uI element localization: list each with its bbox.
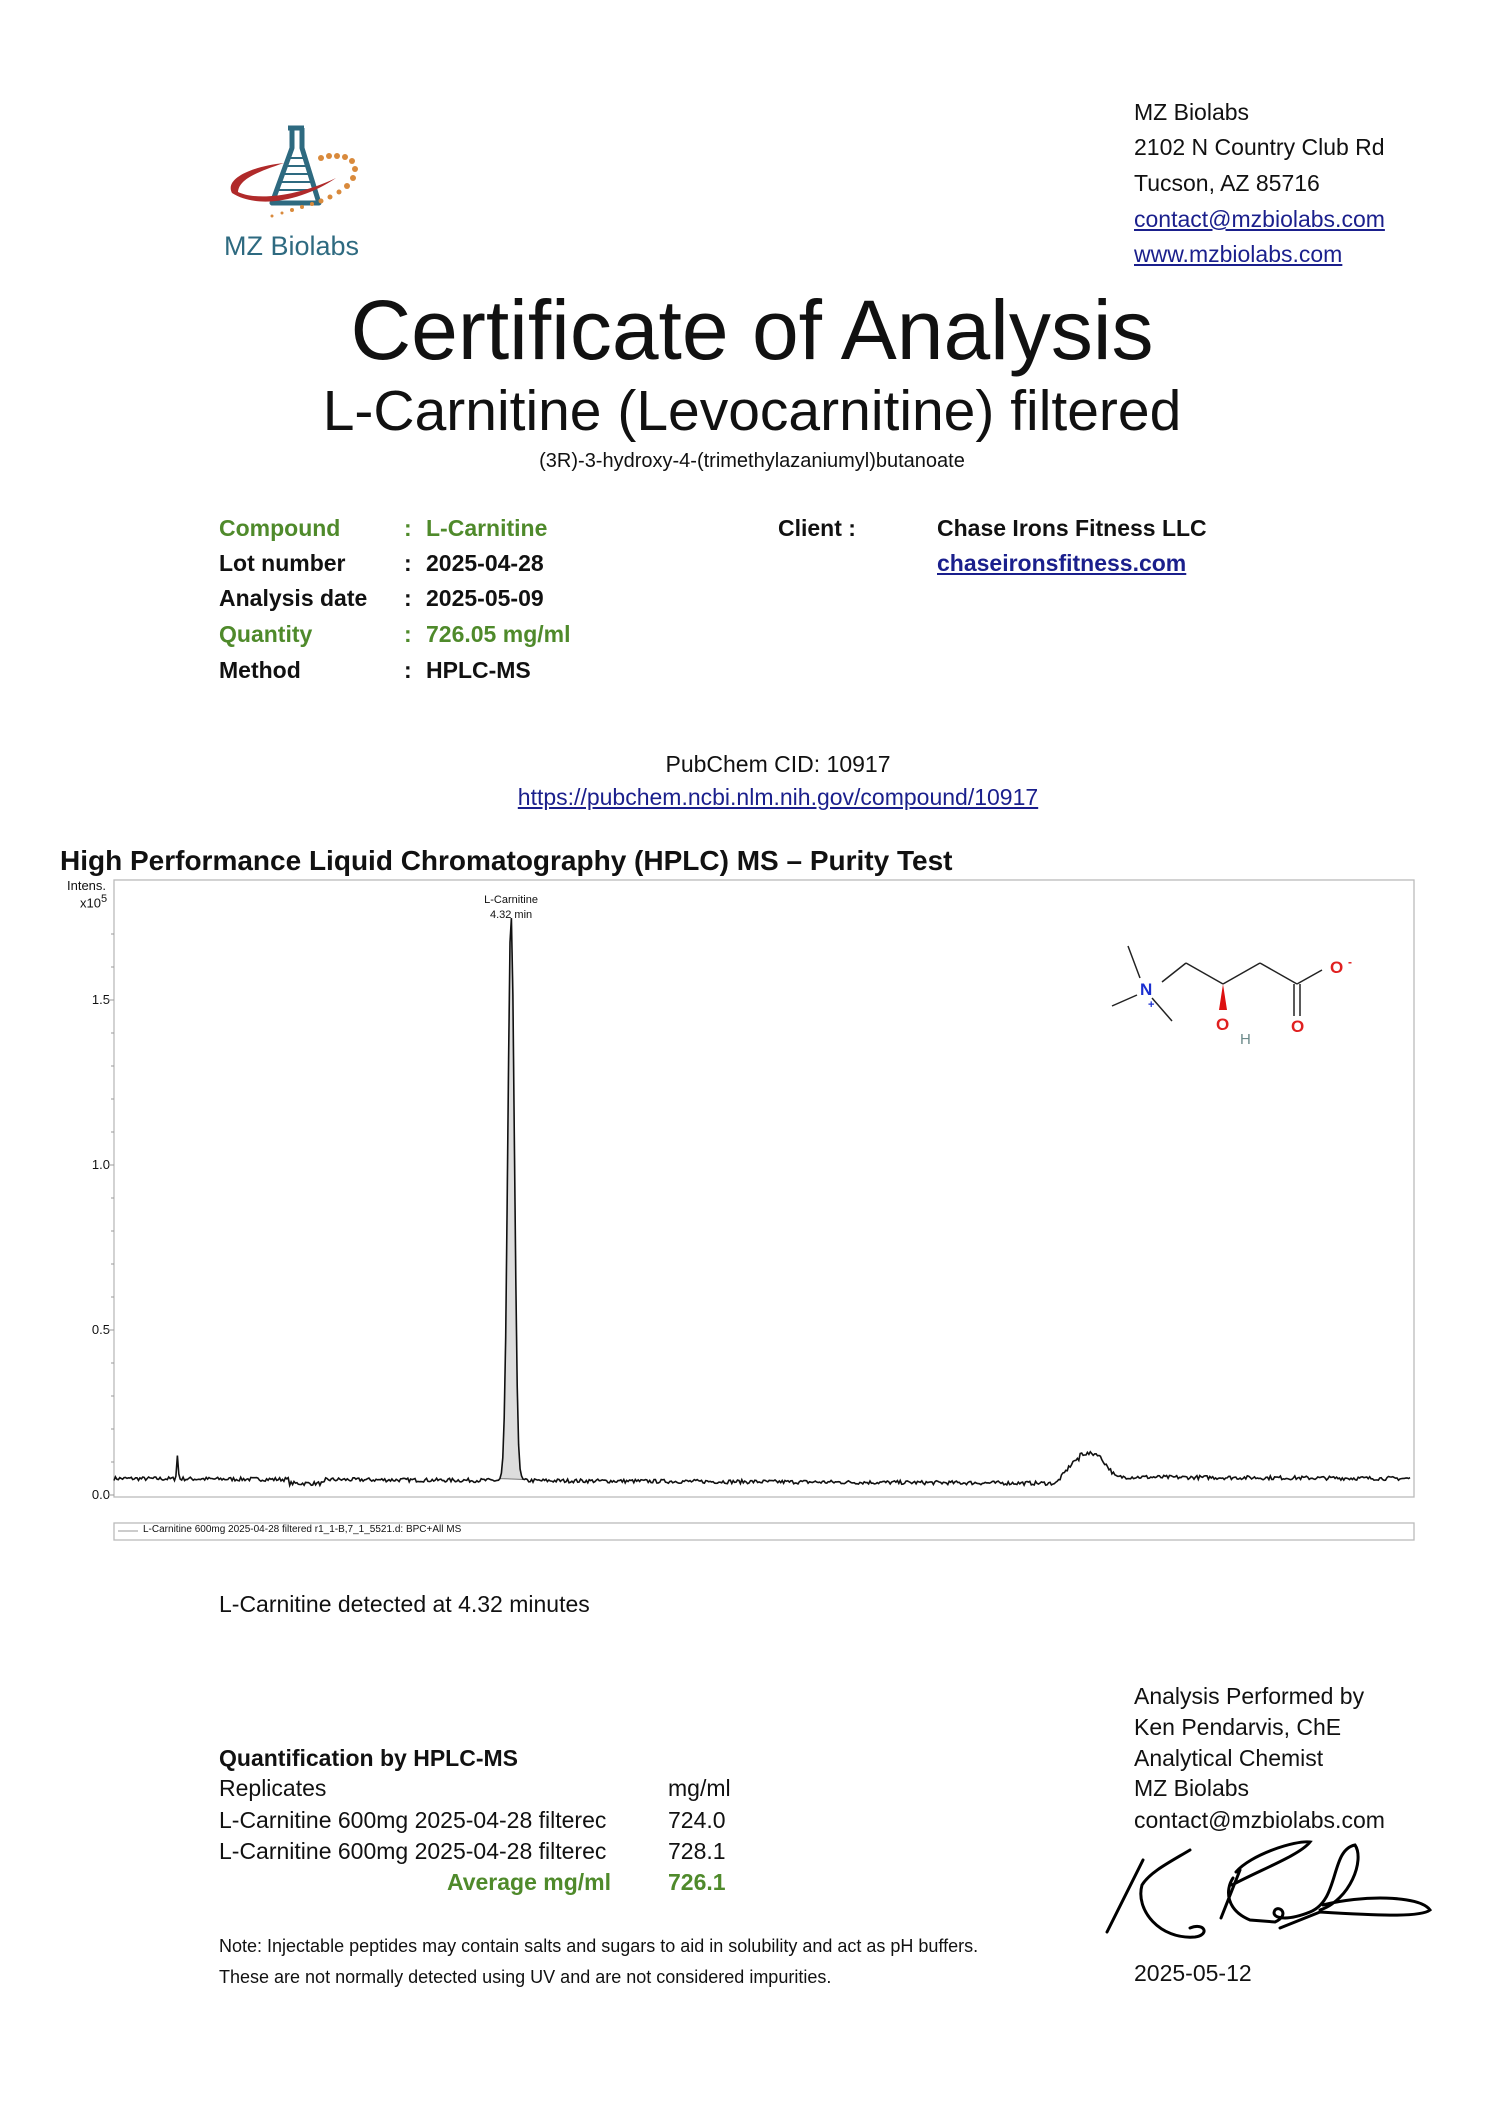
flask-logo-icon: [230, 125, 358, 218]
info-label-method: Method: [219, 657, 301, 683]
info-label-compound: Compound: [219, 515, 341, 541]
plot-frame: [113, 879, 1415, 1498]
average-label: Average mg/ml: [446, 1869, 611, 1895]
analyst-name: Ken Pendarvis, ChE: [1134, 1714, 1342, 1740]
product-subtitle: L-Carnitine (Levocarnitine) filtered: [322, 379, 1182, 443]
y-tick-label: 0.5: [91, 1322, 110, 1337]
company-email-link[interactable]: contact@mzbiolabs.com: [1134, 206, 1385, 232]
info-label-lot: Lot number: [219, 550, 346, 576]
info-label-analysis-date: Analysis date: [219, 585, 368, 611]
atom-o-carbonyl: O: [1291, 1017, 1304, 1036]
company-name: MZ Biolabs: [1134, 99, 1250, 125]
info-value-analysis-date: 2025-05-09: [426, 585, 544, 611]
analyst-title: Analytical Chemist: [1134, 1745, 1324, 1771]
info-separator: :: [404, 550, 412, 576]
company-logo: MZ Biolabs: [224, 118, 374, 261]
y-tick-label: 1.0: [91, 1157, 110, 1172]
detection-summary: L-Carnitine detected at 4.32 minutes: [219, 1591, 590, 1617]
client-name: Chase Irons Fitness LLC: [937, 515, 1207, 541]
company-street: 2102 N Country Club Rd: [1134, 134, 1385, 160]
y-multiplier-exponent: 5: [100, 893, 108, 905]
replicate-name: L-Carnitine 600mg 2025-04-28 filterec: [219, 1838, 607, 1864]
atom-charge-minus: -: [1348, 955, 1352, 969]
info-separator: :: [404, 621, 412, 647]
replicate-value: 724.0: [668, 1807, 726, 1833]
replicate-name: L-Carnitine 600mg 2025-04-28 filterec: [219, 1807, 607, 1833]
y-multiplier-base: x10: [80, 895, 101, 911]
info-separator: :: [404, 515, 412, 541]
analyst-company: MZ Biolabs: [1134, 1775, 1250, 1801]
chromatogram-trace: [113, 918, 1411, 1489]
atom-o-hydroxyl: O: [1216, 1015, 1229, 1034]
atom-h: H: [1240, 1031, 1251, 1048]
company-city: Tucson, AZ 85716: [1134, 170, 1320, 196]
y-axis-multiplier: x105: [80, 893, 107, 910]
replicate-value: 728.1: [668, 1838, 726, 1864]
pubchem-link[interactable]: https://pubchem.ncbi.nlm.nih.gov/compoun…: [517, 784, 1039, 810]
y-tick-label: 1.5: [91, 992, 110, 1007]
client-website-link[interactable]: chaseironsfitness.com: [937, 550, 1187, 576]
chart-legend-text: L-Carnitine 600mg 2025-04-28 filtered r1…: [143, 1524, 462, 1535]
info-separator: :: [404, 657, 412, 683]
info-value-lot: 2025-04-28: [426, 550, 544, 576]
y-axis-label: Intens.: [67, 878, 107, 893]
page-title: Certificate of Analysis: [350, 283, 1154, 377]
note-line: These are not normally detected using UV…: [219, 1967, 832, 1987]
peak-annotation: L-Carnitine 4.32 min: [484, 893, 538, 923]
atom-n: N: [1140, 980, 1152, 999]
peak-retention-time: 4.32 min: [489, 909, 533, 921]
peak-label: L-Carnitine: [484, 894, 538, 906]
info-value-method: HPLC-MS: [426, 657, 531, 683]
info-value-compound: L-Carnitine: [426, 515, 548, 541]
info-label-quantity: Quantity: [219, 621, 313, 647]
y-tick-label: 0.0: [91, 1487, 110, 1502]
peak-shaded-area: [499, 918, 525, 1480]
analyst-email: contact@mzbiolabs.com: [1134, 1807, 1385, 1833]
carnitine-structure: N + O - O H O: [1111, 945, 1352, 1048]
section-title: High Performance Liquid Chromatography (…: [60, 845, 953, 876]
analyst-heading: Analysis Performed by: [1134, 1683, 1365, 1709]
column-header-unit: mg/ml: [668, 1775, 731, 1801]
atom-o-carboxylate: O: [1330, 958, 1343, 977]
info-value-quantity: 726.05 mg/ml: [426, 621, 571, 647]
logo-text: MZ Biolabs: [224, 231, 360, 261]
info-separator: :: [404, 585, 412, 611]
atom-charge-plus: +: [1148, 999, 1154, 1011]
signature-date: 2025-05-12: [1134, 1960, 1252, 1986]
pubchem-cid: PubChem CID: 10917: [665, 751, 891, 777]
note-line: Note: Injectable peptides may contain sa…: [219, 1936, 979, 1956]
quantification-title: Quantification by HPLC-MS: [219, 1745, 518, 1771]
average-value: 726.1: [668, 1869, 726, 1895]
analyst-signature: [1105, 1840, 1433, 1939]
company-website-link[interactable]: www.mzbiolabs.com: [1134, 241, 1343, 267]
iupac-name: (3R)-3-hydroxy-4-(trimethylazaniumyl)but…: [539, 450, 965, 472]
client-label: Client :: [778, 515, 856, 541]
column-header-replicates: Replicates: [219, 1775, 327, 1801]
